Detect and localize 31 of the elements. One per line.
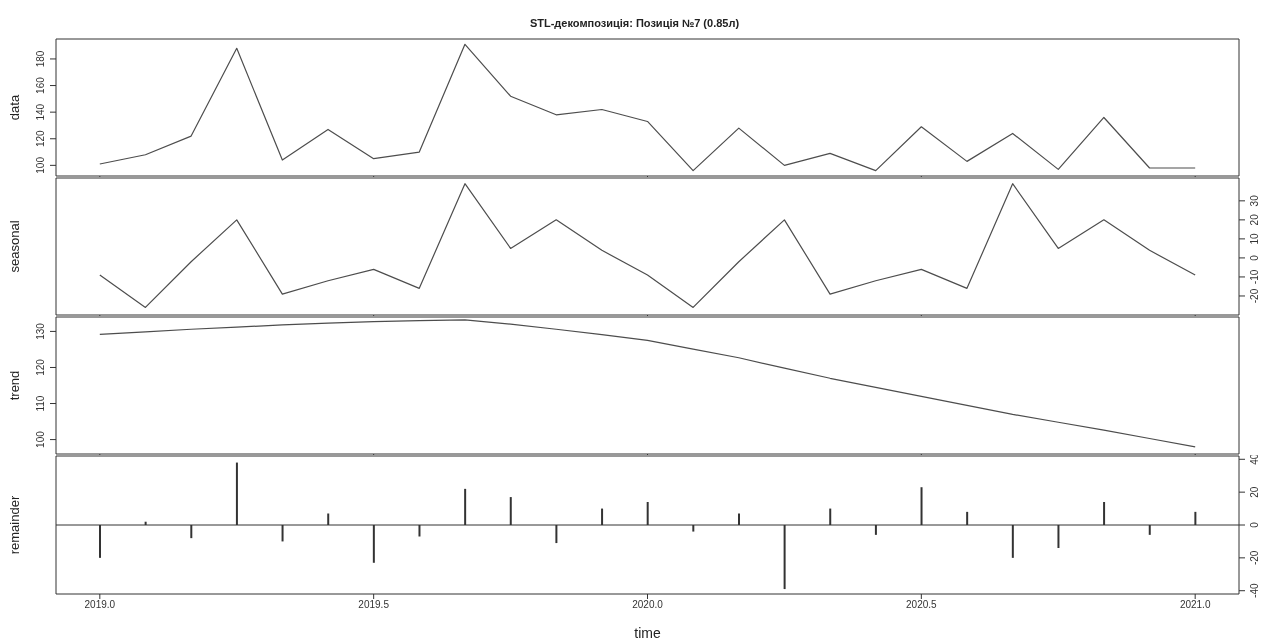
y-tick-label: 110 — [35, 395, 46, 412]
chart-title: STL-декомпозиція: Позиція №7 (0.85л) — [528, 16, 741, 31]
x-tick-label: 2019.5 — [358, 599, 390, 611]
y-tick-label: 160 — [35, 76, 46, 94]
y-axis-title: trend — [6, 370, 22, 401]
y2-tick-label: -20 — [1249, 550, 1261, 566]
y-tick-label: 100 — [35, 430, 46, 448]
x-tick-label: 2020.0 — [632, 599, 664, 611]
x-tick-label: 2020.5 — [906, 599, 938, 611]
y-tick-label: 130 — [35, 322, 46, 340]
y-axis-title: data — [6, 94, 22, 121]
x-tick-label: 2021.0 — [1179, 599, 1211, 611]
y2-tick-label: 0 — [1249, 254, 1261, 261]
y2-tick-label: 10 — [1249, 232, 1261, 245]
y2-tick-label: 30 — [1249, 194, 1261, 207]
y2-tick-label: 20 — [1249, 486, 1261, 498]
y-tick-label: 180 — [35, 50, 46, 68]
y2-tick-label: -40 — [1249, 583, 1261, 598]
y-tick-label: 140 — [35, 103, 46, 121]
x-axis-title: time — [634, 625, 661, 641]
y2-tick-label: -20 — [1249, 288, 1261, 304]
y2-tick-label: 0 — [1249, 521, 1261, 528]
y-axis-title: seasonal — [6, 220, 22, 273]
y2-tick-label: -10 — [1249, 269, 1261, 285]
y-axis-title: remainder — [6, 495, 22, 555]
y-tick-label: 100 — [35, 156, 46, 174]
y2-tick-label: 40 — [1249, 453, 1261, 465]
y2-tick-label: 20 — [1249, 213, 1261, 226]
y-tick-label: 120 — [35, 358, 46, 376]
y-tick-label: 120 — [35, 129, 46, 148]
x-tick-label: 2019.0 — [84, 599, 116, 611]
